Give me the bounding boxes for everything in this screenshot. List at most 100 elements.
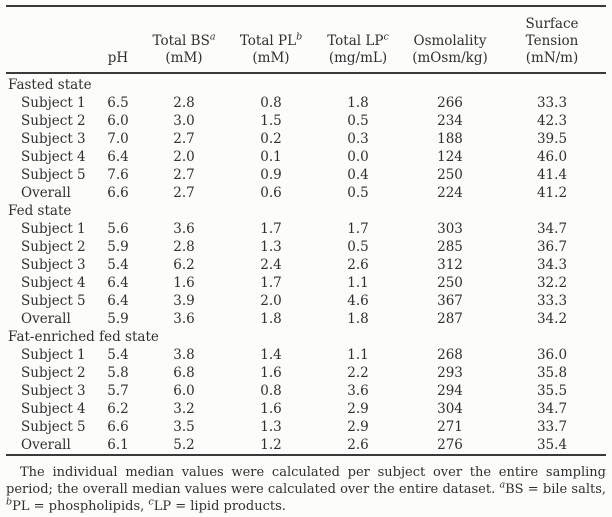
cell-value: 2.2 xyxy=(347,365,369,381)
cell-value: 5.8 xyxy=(107,365,129,381)
cell-value: 46.0 xyxy=(536,149,568,165)
cell-value: 294 xyxy=(437,383,463,399)
cell-value: 304 xyxy=(437,401,463,417)
row-label: Subject 3 xyxy=(21,131,86,147)
cell-value: 0.5 xyxy=(347,113,369,129)
footnote-superscript-c: c xyxy=(148,496,154,508)
header-line1: Total LPc xyxy=(327,31,389,49)
cell-value: 2.0 xyxy=(173,149,195,165)
row-label: Subject 1 xyxy=(21,347,86,363)
cell-value: 33.3 xyxy=(536,95,568,111)
cell-value: 35.4 xyxy=(536,437,568,453)
cell-value: 2.8 xyxy=(173,95,195,111)
cell-value: 6.0 xyxy=(173,383,195,399)
column-header-total-lp: Total LPc (mg/mL) xyxy=(314,6,402,73)
table-row: Subject 2 6.0 3.0 1.5 0.5 234 42.3 xyxy=(6,112,606,130)
cell-value: 0.5 xyxy=(347,185,369,201)
table-row: Subject 5 6.6 3.5 1.3 2.9 271 33.7 xyxy=(6,418,606,436)
header-line1: Osmolality xyxy=(413,33,487,49)
table-row: Subject 3 7.0 2.7 0.2 0.3 188 39.5 xyxy=(6,130,606,148)
table-row: Subject 1 5.6 3.6 1.7 1.7 303 34.7 xyxy=(6,220,606,238)
cell-value: 42.3 xyxy=(536,113,568,129)
cell-value: 3.5 xyxy=(173,419,195,435)
row-label: Subject 3 xyxy=(21,383,86,399)
cell-value: 6.0 xyxy=(107,113,129,129)
section-name: Fed state xyxy=(8,203,72,219)
table-header: pH Total BSa (mM) Total PLb (mM) Total L… xyxy=(6,6,606,73)
row-label: Subject 1 xyxy=(21,95,86,111)
cell-value: 39.5 xyxy=(536,131,568,147)
cell-value: 1.5 xyxy=(260,113,282,129)
table-row: Overall 6.1 5.2 1.2 2.6 276 35.4 xyxy=(6,436,606,455)
table-row: Subject 1 5.4 3.8 1.4 1.1 268 36.0 xyxy=(6,346,606,364)
cell-value: 367 xyxy=(437,293,463,309)
cell-value: 1.7 xyxy=(347,221,369,237)
cell-value: 1.7 xyxy=(260,221,282,237)
cell-value: 2.7 xyxy=(173,185,195,201)
table-row: Overall 6.6 2.7 0.6 0.5 224 41.2 xyxy=(6,184,606,202)
cell-value: 2.9 xyxy=(347,401,369,417)
row-label: Subject 4 xyxy=(21,149,86,165)
table-row: Subject 3 5.4 6.2 2.4 2.6 312 34.3 xyxy=(6,256,606,274)
section-header-row: Fasted state xyxy=(6,73,606,94)
column-header-ph: pH xyxy=(96,6,140,73)
cell-value: 5.9 xyxy=(107,239,129,255)
header-line2: (mM) xyxy=(252,50,290,66)
row-label: Subject 5 xyxy=(21,293,86,309)
table-row: Subject 4 6.4 1.6 1.7 1.1 250 32.2 xyxy=(6,274,606,292)
row-label: Subject 4 xyxy=(21,275,86,291)
cell-value: 34.3 xyxy=(536,257,568,273)
section-header-row: Fed state xyxy=(6,202,606,220)
table-row: Subject 5 6.4 3.9 2.0 4.6 367 33.3 xyxy=(6,292,606,310)
footnote-main-text: The individual median values were calcul… xyxy=(6,465,606,497)
cell-value: 3.6 xyxy=(173,311,195,327)
cell-value: 0.3 xyxy=(347,131,369,147)
cell-value: 1.6 xyxy=(173,275,195,291)
header-superscript: c xyxy=(383,31,389,43)
table-body: Fasted state Subject 1 6.5 2.8 0.8 1.8 266 33.3… xyxy=(6,73,606,455)
cell-value: 234 xyxy=(437,113,463,129)
cell-value: 293 xyxy=(437,365,463,381)
cell-value: 2.9 xyxy=(347,419,369,435)
cell-value: 2.0 xyxy=(260,293,282,309)
cell-value: 6.6 xyxy=(107,185,129,201)
column-header-surface-tension: Surface Tension (mN/m) xyxy=(498,6,606,73)
cell-value: 6.1 xyxy=(107,437,129,453)
cell-value: 33.3 xyxy=(536,293,568,309)
cell-value: 250 xyxy=(437,275,463,291)
header-line2: (mOsm/kg) xyxy=(412,50,488,66)
cell-value: 0.0 xyxy=(347,149,369,165)
cell-value: 1.8 xyxy=(347,311,369,327)
cell-value: 6.2 xyxy=(107,401,129,417)
cell-value: 0.9 xyxy=(260,167,282,183)
footnote-abbrev-pl: PL = phospholipids, xyxy=(12,499,145,514)
cell-value: 266 xyxy=(437,95,463,111)
column-header-empty xyxy=(6,6,96,73)
cell-value: 7.6 xyxy=(107,167,129,183)
row-label: Subject 1 xyxy=(21,221,86,237)
cell-value: 36.0 xyxy=(536,347,568,363)
cell-value: 1.3 xyxy=(260,419,282,435)
row-label: Subject 2 xyxy=(21,365,86,381)
cell-value: 5.4 xyxy=(107,257,129,273)
cell-value: 6.6 xyxy=(107,419,129,435)
cell-value: 5.7 xyxy=(107,383,129,399)
cell-value: 6.4 xyxy=(107,149,129,165)
row-label: Subject 2 xyxy=(21,113,86,129)
cell-value: 6.4 xyxy=(107,275,129,291)
table-row: Subject 2 5.9 2.8 1.3 0.5 285 36.7 xyxy=(6,238,606,256)
cell-value: 1.7 xyxy=(260,275,282,291)
cell-value: 2.6 xyxy=(347,257,369,273)
cell-value: 0.1 xyxy=(260,149,282,165)
header-superscript: b xyxy=(296,31,303,43)
cell-value: 6.4 xyxy=(107,293,129,309)
row-label: Subject 5 xyxy=(21,419,86,435)
cell-value: 1.6 xyxy=(260,365,282,381)
cell-value: 2.7 xyxy=(173,131,195,147)
cell-value: 3.9 xyxy=(173,293,195,309)
cell-value: 0.8 xyxy=(260,383,282,399)
cell-value: 0.6 xyxy=(260,185,282,201)
cell-value: 268 xyxy=(437,347,463,363)
cell-value: 34.7 xyxy=(536,221,568,237)
